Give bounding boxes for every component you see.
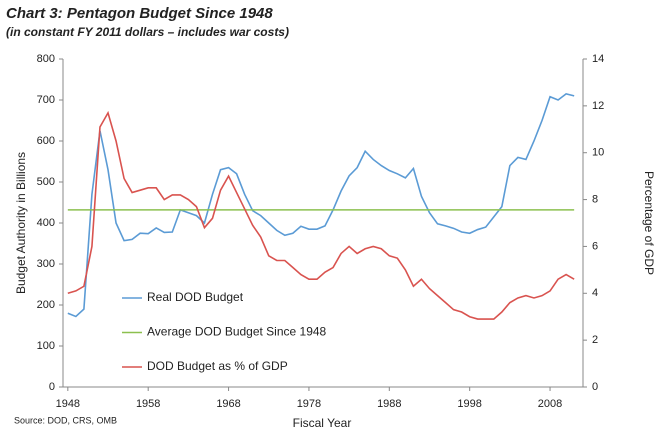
y-tick-label: 800 <box>37 53 55 65</box>
chart-subtitle: (in constant FY 2011 dollars – includes … <box>6 25 289 39</box>
y-axis-title: Budget Authority in Billions <box>14 152 28 294</box>
legend-text: Average DOD Budget Since 1948 <box>147 325 327 339</box>
x-axis-title: Fiscal Year <box>293 416 352 430</box>
y2-tick-label: 6 <box>592 240 598 252</box>
y-tick-label: 600 <box>37 135 55 147</box>
y2-tick-label: 8 <box>592 193 598 205</box>
x-tick-label: 1988 <box>377 398 401 410</box>
y-tick-label: 700 <box>37 94 55 106</box>
y-tick-label: 300 <box>37 258 55 270</box>
series-line <box>67 110 575 320</box>
x-tick-label: 1998 <box>457 398 481 410</box>
legend-text: Real DOD Budget <box>147 290 244 304</box>
x-tick-label: 1978 <box>297 398 321 410</box>
series-line <box>67 92 575 318</box>
y-tick-label: 400 <box>37 217 55 229</box>
source: Source: DOD, CRS, OMB <box>14 415 117 425</box>
chart-title: Chart 3: Pentagon Budget Since 1948 <box>6 5 273 22</box>
y-tick-label: 200 <box>37 299 55 311</box>
y-tick-label: 100 <box>37 340 55 352</box>
y2-tick-label: 14 <box>592 53 604 65</box>
y-tick-label: 500 <box>37 176 55 188</box>
y2-tick-label: 2 <box>592 334 598 346</box>
y2-tick-label: 0 <box>592 381 598 393</box>
y2-axis-title: Percentage of GDP <box>642 171 656 275</box>
y-tick-label: 0 <box>49 381 55 393</box>
x-tick-label: 1968 <box>216 398 240 410</box>
x-tick-label: 2008 <box>538 398 562 410</box>
legend-text: DOD Budget as % of GDP <box>147 359 288 373</box>
x-tick-label: 1958 <box>136 398 160 410</box>
y2-tick-label: 12 <box>592 100 604 112</box>
y2-tick-label: 4 <box>592 287 598 299</box>
x-tick-label: 1948 <box>56 398 80 410</box>
y2-tick-label: 10 <box>592 147 604 159</box>
